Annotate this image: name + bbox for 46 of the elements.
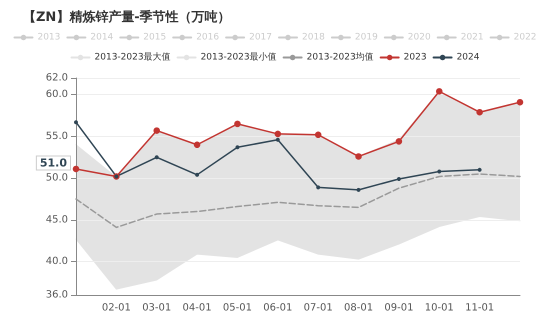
x-tick-label: 11-01	[465, 302, 494, 314]
x-tick-label: 06-01	[263, 302, 292, 314]
legend-label: 2024	[456, 52, 480, 62]
point	[516, 98, 524, 106]
point	[437, 169, 442, 174]
point	[234, 120, 241, 128]
legend-label: 2013-2023均值	[306, 52, 374, 62]
point	[316, 185, 320, 190]
y-tick-label: 60.0	[46, 89, 68, 100]
point	[195, 172, 200, 177]
point	[396, 176, 401, 181]
point	[436, 88, 443, 95]
point	[476, 108, 483, 116]
x-tick-label: 09-01	[384, 302, 414, 314]
point	[478, 168, 482, 172]
point	[235, 145, 240, 150]
point	[74, 120, 78, 124]
x-tick-label: 10-01	[424, 302, 454, 314]
y-tick-label: 50.0	[46, 172, 68, 184]
x-tick-label: 03-01	[142, 302, 172, 314]
x-tick-label: 02-01	[102, 302, 131, 314]
y-tick-label: 45.0	[46, 214, 68, 226]
point	[276, 138, 280, 142]
point	[194, 142, 200, 148]
point	[154, 155, 159, 160]
point	[274, 130, 282, 138]
chart-title: 【ZN】精炼锌产量-季节性（万吨）	[23, 9, 231, 25]
legend-label: 2023	[404, 52, 427, 62]
point	[355, 153, 362, 160]
x-tick-label: 04-01	[182, 302, 212, 314]
legend-label: 2013-2023最小值	[200, 52, 277, 62]
x-tick-label: 05-01	[222, 302, 252, 314]
point	[396, 138, 402, 145]
point	[72, 166, 80, 172]
line-series	[75, 173, 521, 228]
x-tick-label: 08-01	[344, 302, 374, 314]
y-tick-label: 55.0	[46, 130, 68, 142]
x-tick-label: 07-01	[304, 302, 333, 314]
point	[314, 132, 322, 138]
point	[356, 188, 361, 192]
y-tick-label: 36.0	[46, 290, 68, 300]
text: 51.0	[40, 156, 68, 170]
point	[153, 127, 160, 134]
legend-label: 2013-2023最大值	[94, 52, 171, 62]
y-tick-label: 40.0	[46, 256, 68, 268]
y-tick-label: 62.0	[46, 72, 68, 84]
